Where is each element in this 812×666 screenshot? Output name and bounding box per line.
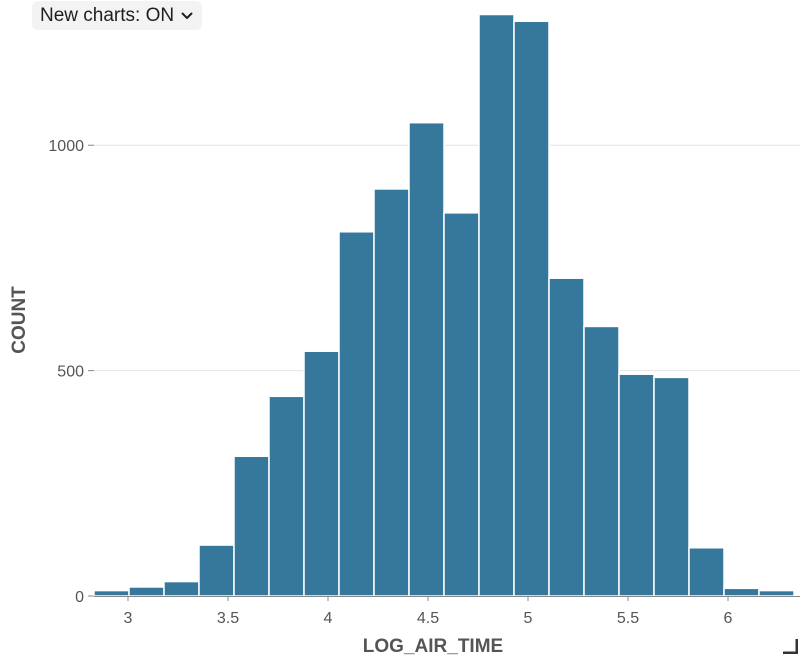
histogram-bar-16[interactable] xyxy=(653,376,690,597)
x-tick-label: 5.5 xyxy=(617,610,639,627)
x-tick-label: 3 xyxy=(124,610,133,627)
y-axis-ticks: 0 500 1000 xyxy=(48,138,94,606)
x-axis-ticks: 3 3.5 4 4.5 5 5.5 6 xyxy=(124,596,733,627)
histogram-bar-2[interactable] xyxy=(163,580,200,597)
histogram-bar-10[interactable] xyxy=(443,212,480,597)
y-tick-label: 0 xyxy=(75,589,84,606)
histogram-bar-19[interactable] xyxy=(758,589,795,597)
histogram-bar-8[interactable] xyxy=(373,188,410,597)
histogram-bar-6[interactable] xyxy=(303,350,340,597)
histogram-bar-3[interactable] xyxy=(198,544,235,597)
histogram-bar-1[interactable] xyxy=(128,586,165,597)
y-tick-label: 500 xyxy=(57,364,84,381)
new-charts-toggle[interactable]: New charts: ON xyxy=(32,1,203,30)
new-charts-label: New charts: ON xyxy=(40,4,175,26)
x-axis-title: LOG_AIR_TIME xyxy=(363,636,503,657)
x-tick-label: 5 xyxy=(524,610,533,627)
x-tick-label: 6 xyxy=(724,610,733,627)
x-tick-label: 4.5 xyxy=(417,610,439,627)
x-tick-label: 4 xyxy=(324,610,333,627)
histogram-bar-4[interactable] xyxy=(233,455,270,597)
histogram-bar-5[interactable] xyxy=(268,395,305,597)
chevron-down-icon xyxy=(181,12,193,19)
histogram-bar-14[interactable] xyxy=(583,325,620,597)
histogram-bar-11[interactable] xyxy=(478,13,515,597)
y-tick-label: 1000 xyxy=(48,138,84,155)
histogram-bar-17[interactable] xyxy=(688,547,725,597)
histogram-bar-13[interactable] xyxy=(548,277,585,597)
histogram-bars xyxy=(93,13,795,597)
histogram-bar-18[interactable] xyxy=(723,587,760,597)
x-tick-label: 3.5 xyxy=(217,610,239,627)
histogram-bar-9[interactable] xyxy=(408,121,445,597)
y-axis-title: COUNT xyxy=(9,286,30,354)
histogram-bar-12[interactable] xyxy=(513,20,550,597)
histogram-bar-15[interactable] xyxy=(618,373,655,597)
resize-handle-icon[interactable] xyxy=(782,638,798,654)
histogram-bar-7[interactable] xyxy=(338,231,375,597)
histogram-bar-0[interactable] xyxy=(93,589,130,597)
